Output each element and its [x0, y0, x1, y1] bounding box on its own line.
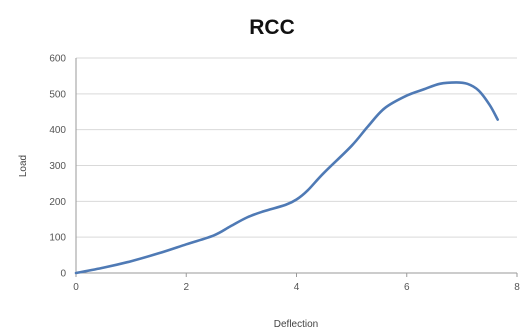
x-tick-label-4: 4 — [294, 282, 300, 293]
y-tick-label-400: 400 — [49, 125, 66, 136]
y-tick-label-600: 600 — [49, 54, 66, 65]
y-axis-label: Load — [18, 155, 29, 177]
y-tick-label-300: 300 — [49, 161, 66, 172]
x-tick-label-6: 6 — [404, 282, 410, 293]
y-tick-label-500: 500 — [49, 89, 66, 100]
y-tick-label-100: 100 — [49, 233, 66, 244]
chart-title: RCC — [249, 16, 295, 39]
grid-lines — [76, 57, 517, 238]
y-tick-labels: 0 100 200 300 400 500 600 — [49, 54, 66, 280]
x-axis-label: Deflection — [274, 319, 318, 330]
series-line-0 — [74, 81, 499, 275]
x-tick-label-8: 8 — [514, 282, 520, 293]
series-layer — [74, 81, 499, 275]
x-tick-label-2: 2 — [183, 282, 189, 293]
x-tick-labels: 0 2 4 6 8 — [73, 282, 520, 293]
y-tick-label-0: 0 — [60, 269, 66, 280]
axes — [75, 58, 518, 277]
x-tick-label-0: 0 — [73, 282, 79, 293]
y-tick-label-200: 200 — [49, 197, 66, 208]
